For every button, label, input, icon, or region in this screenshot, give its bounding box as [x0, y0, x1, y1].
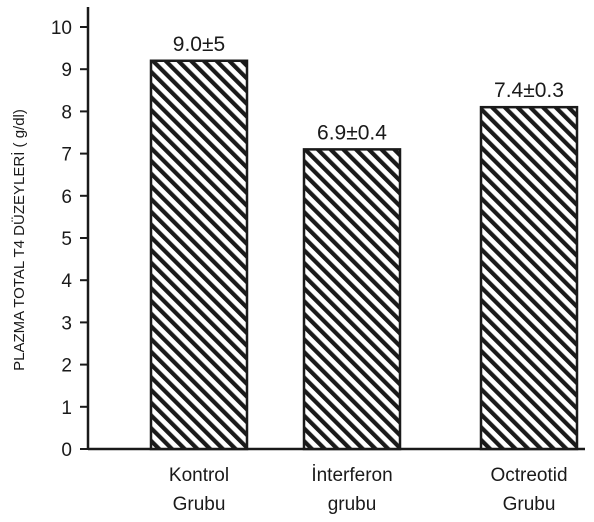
bars — [149, 59, 579, 451]
category-label: Kontrol — [169, 465, 229, 486]
category-label: Grubu — [173, 494, 226, 515]
labels: 9.0±5 Kontrol Grubu 6.9±0.4 İnterferon grubu 7… — [169, 33, 568, 515]
y-axis-title: PLAZMA TOTAL T4 DÜZEYLERİ ( g/dl) — [10, 109, 28, 371]
y-tick-label: 10 — [51, 18, 72, 39]
y-tick-label: 3 — [61, 313, 72, 334]
data-label: 7.4±0.3 — [494, 79, 564, 102]
category-label: İnterferon — [311, 465, 392, 486]
data-label: 9.0±5 — [173, 33, 225, 56]
y-tick-label: 4 — [61, 271, 72, 292]
y-tick-label: 2 — [61, 356, 72, 377]
bar — [149, 59, 249, 451]
bar — [479, 105, 579, 451]
y-tick-label: 7 — [61, 145, 72, 166]
y-tick-label: 5 — [61, 229, 72, 250]
y-tick-label: 8 — [61, 102, 72, 123]
category-label: Grubu — [503, 494, 556, 515]
category-label: Octreotid — [490, 465, 567, 486]
y-tick-label: 6 — [61, 187, 72, 208]
category-label: grubu — [328, 494, 377, 515]
y-tick-label: 0 — [61, 440, 72, 461]
bar — [302, 148, 402, 451]
y-tick-label: 1 — [61, 398, 72, 419]
data-label: 6.9±0.4 — [317, 121, 387, 144]
y-tick-label: 9 — [61, 60, 72, 81]
